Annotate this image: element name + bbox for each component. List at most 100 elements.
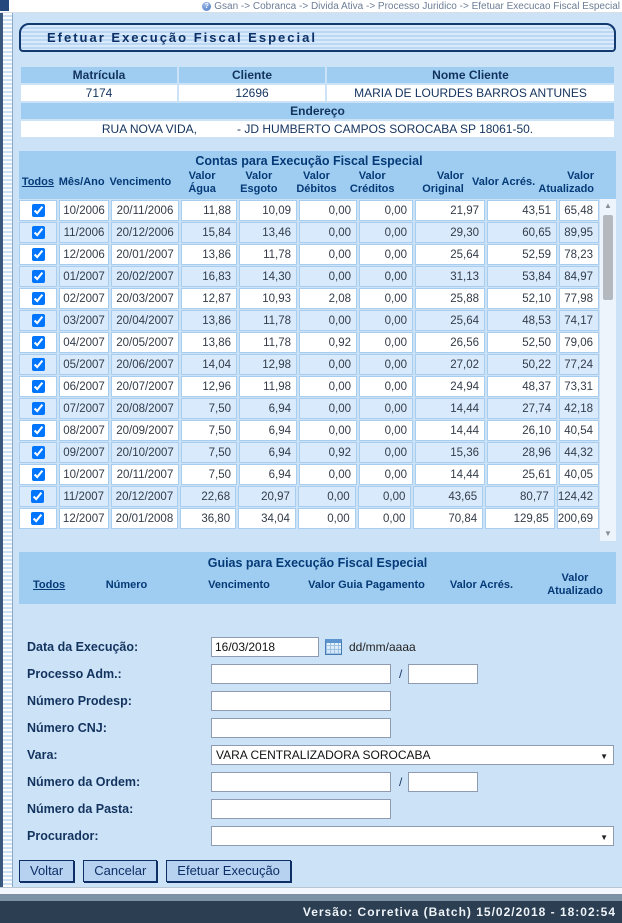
cell-vencimento: 20/08/2007 bbox=[111, 398, 179, 420]
contas-rows-viewport: 10/2006 20/11/2006 11,88 10,09 0,00 0,00… bbox=[19, 199, 616, 542]
scroll-up-icon[interactable]: ▲ bbox=[604, 201, 612, 211]
table-row: 11/2007 20/12/2007 22,68 20,97 0,00 0,00… bbox=[19, 486, 599, 508]
row-checkbox[interactable] bbox=[31, 314, 45, 328]
cell-valor-atualizado: 73,31 bbox=[559, 376, 599, 398]
data-execucao-input[interactable] bbox=[211, 636, 319, 657]
cell-valor-esgoto: 6,94 bbox=[239, 464, 297, 486]
cell-valor-creditos: 0,00 bbox=[359, 310, 413, 332]
cell-valor-debitos: 0,92 bbox=[299, 442, 357, 464]
row-checkbox[interactable] bbox=[31, 402, 45, 416]
cell-valor-agua: 22,68 bbox=[180, 486, 237, 508]
cell-valor-acres: 25,61 bbox=[487, 464, 557, 486]
cell-valor-esgoto: 6,94 bbox=[239, 398, 297, 420]
form-row-vara: Vara: VARA CENTRALIZADORA SOROCABA ▼ bbox=[19, 744, 616, 765]
client-info-table: Matrícula Cliente Nome Cliente 7174 1269… bbox=[19, 65, 616, 139]
procurador-select[interactable]: ▼ bbox=[211, 825, 614, 846]
cell-valor-esgoto: 20,97 bbox=[238, 486, 296, 508]
cell-valor-atualizado: 40,05 bbox=[559, 464, 599, 486]
row-checkbox[interactable] bbox=[31, 292, 45, 306]
row-checkbox[interactable] bbox=[31, 226, 45, 240]
calendar-icon[interactable] bbox=[325, 638, 342, 655]
contas-scrollbar[interactable]: ▲ ▼ bbox=[599, 199, 616, 542]
gsan-help-icon[interactable]: ? bbox=[202, 1, 212, 11]
cell-valor-debitos: 0,00 bbox=[299, 266, 357, 288]
cell-vencimento: 20/07/2007 bbox=[111, 376, 179, 398]
cell-vencimento: 20/03/2007 bbox=[111, 288, 179, 310]
row-checkbox-cell bbox=[19, 442, 57, 464]
row-checkbox-cell bbox=[19, 266, 57, 288]
cell-valor-atualizado: 79,06 bbox=[559, 332, 599, 354]
col-guia-valor-atualizado: Valor Atualizado bbox=[547, 572, 603, 597]
contas-table-header: Contas para Execução Fiscal Especial Tod… bbox=[19, 151, 616, 200]
cell-valor-atualizado: 84,97 bbox=[559, 266, 599, 288]
cell-valor-atualizado: 44,32 bbox=[559, 442, 599, 464]
cell-valor-esgoto: 6,94 bbox=[239, 442, 297, 464]
vara-label: Vara: bbox=[27, 747, 58, 762]
row-checkbox[interactable] bbox=[31, 446, 45, 460]
row-checkbox[interactable] bbox=[31, 468, 45, 482]
cancelar-button[interactable]: Cancelar bbox=[83, 859, 158, 882]
cell-valor-original: 24,94 bbox=[415, 376, 485, 398]
guias-select-all-link[interactable]: Todos bbox=[33, 578, 66, 591]
scroll-down-icon[interactable]: ▼ bbox=[604, 529, 612, 539]
table-row: 11/2006 20/12/2006 15,84 13,46 0,00 0,00… bbox=[19, 222, 599, 244]
numero-ordem-input[interactable] bbox=[211, 771, 391, 792]
cell-valor-agua: 13,86 bbox=[181, 332, 237, 354]
cell-valor-debitos: 0,92 bbox=[299, 332, 357, 354]
row-checkbox[interactable] bbox=[31, 358, 45, 372]
version-footer: Versão: Corretiva (Batch) 15/02/2018 - 1… bbox=[0, 901, 622, 923]
page-title: Efetuar Execução Fiscal Especial bbox=[19, 23, 616, 52]
cell-valor-debitos: 0,00 bbox=[299, 222, 357, 244]
cliente-value: 12696 bbox=[179, 85, 325, 101]
row-checkbox[interactable] bbox=[31, 512, 45, 526]
cliente-header: Cliente bbox=[179, 67, 325, 83]
efetuar-execucao-button[interactable]: Efetuar Execução bbox=[166, 859, 291, 882]
cell-valor-atualizado: 200,69 bbox=[556, 508, 599, 530]
cell-valor-atualizado: 77,98 bbox=[559, 288, 599, 310]
vara-select[interactable]: VARA CENTRALIZADORA SOROCABA ▼ bbox=[211, 744, 614, 765]
row-checkbox[interactable] bbox=[31, 270, 45, 284]
row-checkbox[interactable] bbox=[31, 204, 45, 218]
row-checkbox[interactable] bbox=[31, 336, 45, 350]
col-vencimento: Vencimento bbox=[109, 176, 172, 189]
cell-vencimento: 20/05/2007 bbox=[111, 332, 179, 354]
processo-adm-input[interactable] bbox=[211, 663, 391, 684]
row-checkbox[interactable] bbox=[31, 380, 45, 394]
col-valor-atualizado: Valor Atualizado bbox=[538, 170, 595, 195]
row-checkbox[interactable] bbox=[31, 424, 45, 438]
cell-valor-creditos: 0,00 bbox=[359, 244, 413, 266]
col-guia-vencimento: Vencimento bbox=[208, 578, 270, 591]
contas-select-all-link[interactable]: Todos bbox=[21, 176, 54, 189]
table-row: 05/2007 20/06/2007 14,04 12,98 0,00 0,00… bbox=[19, 354, 599, 376]
cell-mes-ano: 12/2006 bbox=[59, 244, 109, 266]
cell-valor-original: 25,64 bbox=[415, 310, 485, 332]
table-row: 10/2007 20/11/2007 7,50 6,94 0,00 0,00 1… bbox=[19, 464, 599, 486]
cell-valor-esgoto: 6,94 bbox=[239, 420, 297, 442]
cell-valor-esgoto: 13,46 bbox=[239, 222, 297, 244]
numero-pasta-input[interactable] bbox=[211, 798, 391, 819]
scrollbar-thumb[interactable] bbox=[603, 215, 613, 301]
cell-valor-esgoto: 12,98 bbox=[239, 354, 297, 376]
row-checkbox[interactable] bbox=[31, 248, 45, 262]
cell-valor-creditos: 0,00 bbox=[357, 508, 412, 530]
footer-divider-strip bbox=[0, 887, 622, 894]
numero-pasta-label: Número da Pasta: bbox=[27, 801, 134, 816]
row-checkbox-cell bbox=[19, 508, 57, 530]
guias-table-header: Guias para Execução Fiscal Especial Todo… bbox=[19, 552, 616, 604]
numero-ordem-input-2[interactable] bbox=[408, 771, 479, 792]
col-valor-acres: Valor Acrés. bbox=[471, 176, 536, 189]
cell-valor-agua: 7,50 bbox=[181, 398, 237, 420]
table-row: 04/2007 20/05/2007 13,86 11,78 0,92 0,00… bbox=[19, 332, 599, 354]
voltar-button[interactable]: Voltar bbox=[19, 859, 75, 882]
cell-valor-original: 31,13 bbox=[415, 266, 485, 288]
table-row: 12/2006 20/01/2007 13,86 11,78 0,00 0,00… bbox=[19, 244, 599, 266]
row-checkbox[interactable] bbox=[31, 490, 45, 504]
numero-prodesp-input[interactable] bbox=[211, 690, 391, 711]
cell-valor-agua: 15,84 bbox=[181, 222, 237, 244]
numero-cnj-input[interactable] bbox=[211, 717, 391, 738]
cell-valor-acres: 27,74 bbox=[487, 398, 557, 420]
cell-valor-atualizado: 78,23 bbox=[559, 244, 599, 266]
row-checkbox-cell bbox=[19, 222, 57, 244]
processo-adm-input-2[interactable] bbox=[408, 663, 479, 684]
cell-valor-agua: 13,86 bbox=[181, 310, 237, 332]
